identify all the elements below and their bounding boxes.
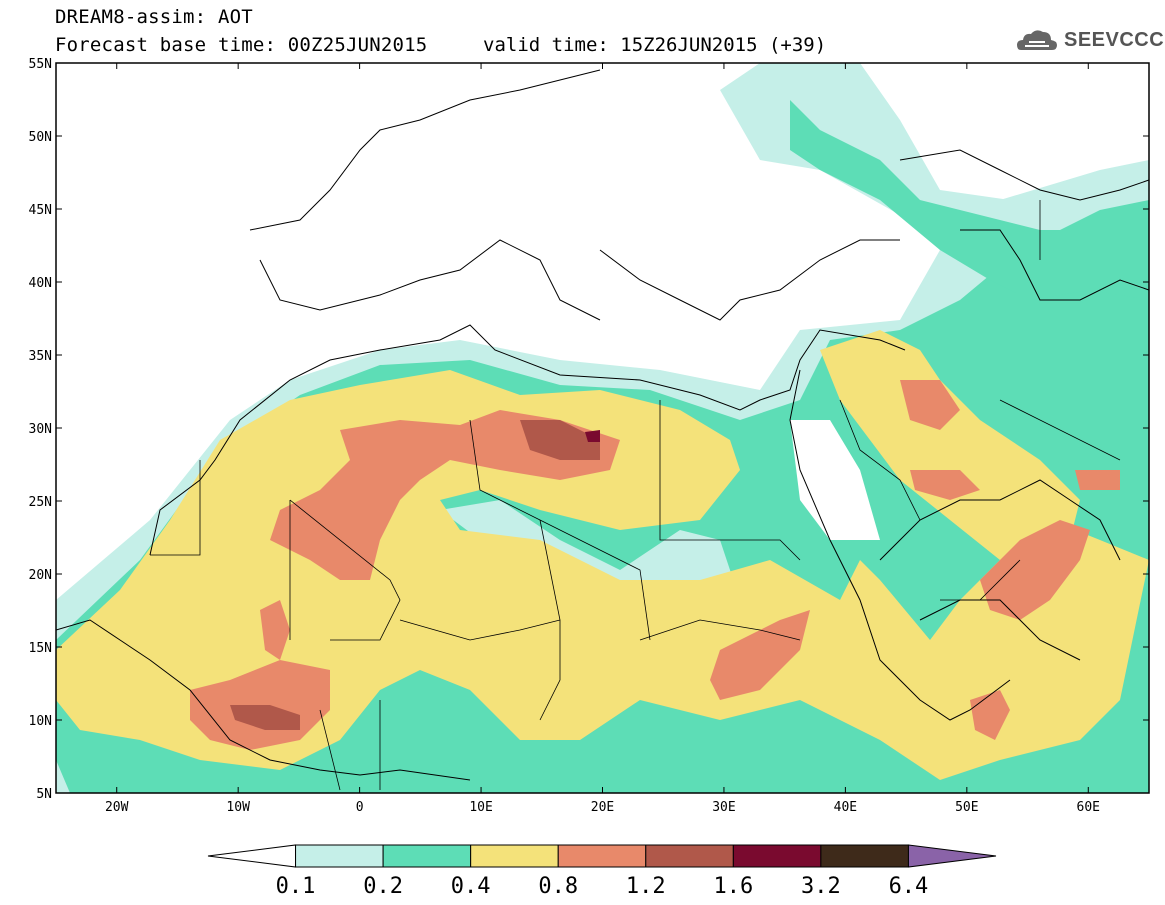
colorbar-level-label: 0.8 (538, 874, 578, 899)
model-title: DREAM8-assim: AOT (55, 6, 253, 28)
borders (150, 200, 1121, 791)
colorbar-level-label: 3.2 (801, 874, 841, 899)
latitude-axis: 55N 50N 45N 40N 35N 30N 25N 20N 15N 10N 5N (29, 57, 1149, 802)
longitude-axis: 20W 10W 0 10E 20E 30E 40E 50E 60E (105, 63, 1100, 815)
lon-tick-label: 20W (105, 800, 129, 815)
colorbar-level-label: 0.2 (363, 874, 403, 899)
aot-0.8-gulf-region (910, 470, 980, 500)
colorbar-box (295, 844, 384, 868)
colorbar-level-label: 1.2 (626, 874, 666, 899)
lat-tick-label: 25N (29, 495, 52, 510)
colorbar-level-label: 0.4 (451, 874, 491, 899)
aot-field (56, 63, 1149, 793)
lon-tick-label: 50E (955, 800, 978, 815)
lon-tick-label: 60E (1077, 800, 1100, 815)
aot-0.8-oman-region (980, 520, 1090, 620)
lat-tick-label: 5N (36, 787, 52, 802)
lat-tick-label: 30N (29, 422, 52, 437)
colorbar-box (645, 844, 734, 868)
aot-1.2-libya-region (520, 420, 600, 460)
colorbar-level-label: 1.6 (713, 874, 753, 899)
lat-tick-label: 40N (29, 276, 52, 291)
lon-tick-label: 10E (469, 800, 492, 815)
lon-tick-label: 10W (226, 800, 250, 815)
logo-text: SEEVCCC (1064, 29, 1165, 51)
colorbar-box (820, 844, 909, 868)
lat-tick-label: 35N (29, 349, 52, 364)
cloud-logo-icon (1017, 30, 1057, 50)
aot-0.8-sudan-region (710, 610, 810, 700)
colorbar-box (382, 844, 472, 868)
aot-0.2-north-region (790, 100, 1149, 300)
coastlines (56, 69, 1149, 781)
colorbar-box (470, 844, 559, 868)
valid-time: valid time: 15Z26JUN2015 (+39) (483, 34, 827, 56)
lon-tick-label: 30E (712, 800, 735, 815)
aot-1.6-libya-core (585, 430, 600, 442)
colorbar-box (732, 844, 822, 868)
colorbar-min-arrow (207, 844, 297, 868)
aot-0.4-arabia-region (820, 330, 1080, 560)
lat-tick-label: 55N (29, 57, 52, 72)
aot-0.8-mali-region (260, 600, 290, 660)
aot-0.8-iran-region (1075, 470, 1120, 490)
forecast-base-time: Forecast base time: 00Z25JUN2015 (55, 34, 428, 56)
lon-tick-label: 40E (834, 800, 857, 815)
lat-tick-label: 20N (29, 568, 52, 583)
lat-tick-label: 45N (29, 203, 52, 218)
lat-tick-label: 50N (29, 130, 52, 145)
aot-0.8-arabia-east-region (900, 380, 960, 430)
colorbar-level-label: 6.4 (889, 874, 929, 899)
lat-tick-label: 15N (29, 641, 52, 656)
aot-0.1-north-region (720, 63, 1149, 260)
colorbar-level-label: 0.1 (276, 874, 316, 899)
lon-tick-label: 20E (591, 800, 614, 815)
lat-tick-label: 10N (29, 714, 52, 729)
colorbar-max-arrow (907, 844, 997, 868)
colorbar-box (557, 844, 647, 868)
aot-low-patch-egypt (790, 420, 880, 540)
aot-1.2-west-africa-region (230, 705, 300, 730)
lon-tick-label: 0 (356, 800, 364, 815)
aot-0.8-region (270, 410, 620, 580)
